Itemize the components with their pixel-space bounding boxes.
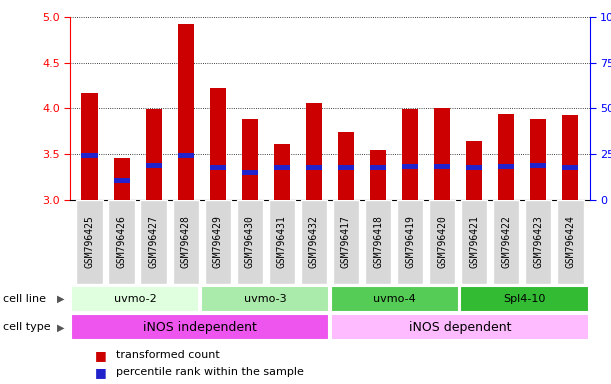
FancyBboxPatch shape bbox=[333, 200, 359, 284]
FancyBboxPatch shape bbox=[76, 200, 103, 284]
Text: uvmo-2: uvmo-2 bbox=[114, 293, 156, 304]
Text: GSM796426: GSM796426 bbox=[117, 215, 126, 268]
FancyBboxPatch shape bbox=[71, 286, 199, 311]
Bar bbox=[242, 119, 258, 200]
Text: GSM796427: GSM796427 bbox=[148, 215, 159, 268]
Bar bbox=[498, 114, 514, 200]
Bar bbox=[338, 166, 354, 170]
Text: GSM796424: GSM796424 bbox=[565, 215, 576, 268]
Text: uvmo-4: uvmo-4 bbox=[373, 293, 416, 304]
Text: uvmo-3: uvmo-3 bbox=[244, 293, 287, 304]
FancyBboxPatch shape bbox=[397, 200, 423, 284]
Bar bbox=[178, 24, 194, 200]
Bar bbox=[370, 149, 386, 200]
Text: GSM796423: GSM796423 bbox=[533, 215, 543, 268]
FancyBboxPatch shape bbox=[461, 200, 488, 284]
FancyBboxPatch shape bbox=[301, 200, 327, 284]
Text: transformed count: transformed count bbox=[116, 350, 220, 360]
Text: GSM796431: GSM796431 bbox=[277, 215, 287, 268]
Bar bbox=[114, 178, 130, 183]
Bar bbox=[402, 164, 418, 169]
FancyBboxPatch shape bbox=[493, 200, 519, 284]
Bar bbox=[274, 166, 290, 170]
Text: percentile rank within the sample: percentile rank within the sample bbox=[116, 367, 304, 377]
Text: GSM796429: GSM796429 bbox=[213, 215, 223, 268]
Text: iNOS dependent: iNOS dependent bbox=[409, 321, 511, 334]
FancyBboxPatch shape bbox=[365, 200, 391, 284]
Text: ■: ■ bbox=[95, 349, 106, 362]
Bar bbox=[210, 88, 225, 200]
Bar bbox=[434, 164, 450, 169]
Bar bbox=[562, 165, 579, 170]
Text: cell type: cell type bbox=[3, 322, 51, 333]
Bar bbox=[274, 144, 290, 200]
FancyBboxPatch shape bbox=[205, 200, 231, 284]
FancyBboxPatch shape bbox=[525, 200, 552, 284]
Bar bbox=[402, 109, 418, 200]
FancyBboxPatch shape bbox=[172, 200, 199, 284]
Text: GSM796432: GSM796432 bbox=[309, 215, 319, 268]
FancyBboxPatch shape bbox=[141, 200, 167, 284]
FancyBboxPatch shape bbox=[429, 200, 455, 284]
Text: GSM796430: GSM796430 bbox=[245, 215, 255, 268]
Text: iNOS independent: iNOS independent bbox=[143, 321, 257, 334]
Bar bbox=[530, 163, 546, 168]
Bar bbox=[81, 93, 98, 200]
Bar bbox=[145, 109, 162, 200]
FancyBboxPatch shape bbox=[71, 314, 329, 340]
Bar bbox=[242, 170, 258, 175]
FancyBboxPatch shape bbox=[557, 200, 584, 284]
FancyBboxPatch shape bbox=[461, 286, 589, 311]
Text: GSM796428: GSM796428 bbox=[181, 215, 191, 268]
Bar bbox=[466, 141, 482, 200]
Bar bbox=[338, 132, 354, 200]
Bar bbox=[498, 164, 514, 169]
Bar bbox=[210, 166, 225, 170]
Text: GSM796421: GSM796421 bbox=[469, 215, 479, 268]
Text: Spl4-10: Spl4-10 bbox=[503, 293, 546, 304]
Bar bbox=[178, 153, 194, 158]
Bar bbox=[466, 165, 482, 170]
Text: cell line: cell line bbox=[3, 293, 46, 304]
Text: GSM796425: GSM796425 bbox=[84, 215, 95, 268]
FancyBboxPatch shape bbox=[108, 200, 134, 284]
Text: ▶: ▶ bbox=[57, 322, 64, 333]
Text: ■: ■ bbox=[95, 366, 106, 379]
Text: GSM796419: GSM796419 bbox=[405, 215, 415, 268]
Bar bbox=[306, 166, 322, 170]
FancyBboxPatch shape bbox=[269, 200, 295, 284]
Text: ▶: ▶ bbox=[57, 293, 64, 304]
Text: GSM796418: GSM796418 bbox=[373, 215, 383, 268]
Bar bbox=[434, 108, 450, 200]
Text: GSM796422: GSM796422 bbox=[501, 215, 511, 268]
Bar bbox=[114, 158, 130, 200]
FancyBboxPatch shape bbox=[331, 286, 459, 311]
FancyBboxPatch shape bbox=[201, 286, 329, 311]
Bar bbox=[370, 166, 386, 170]
Bar bbox=[81, 153, 98, 158]
FancyBboxPatch shape bbox=[236, 200, 263, 284]
Bar bbox=[562, 115, 579, 200]
Bar bbox=[306, 103, 322, 200]
FancyBboxPatch shape bbox=[331, 314, 589, 340]
Text: GSM796417: GSM796417 bbox=[341, 215, 351, 268]
Bar bbox=[145, 163, 162, 168]
Bar bbox=[530, 119, 546, 200]
Text: GSM796420: GSM796420 bbox=[437, 215, 447, 268]
